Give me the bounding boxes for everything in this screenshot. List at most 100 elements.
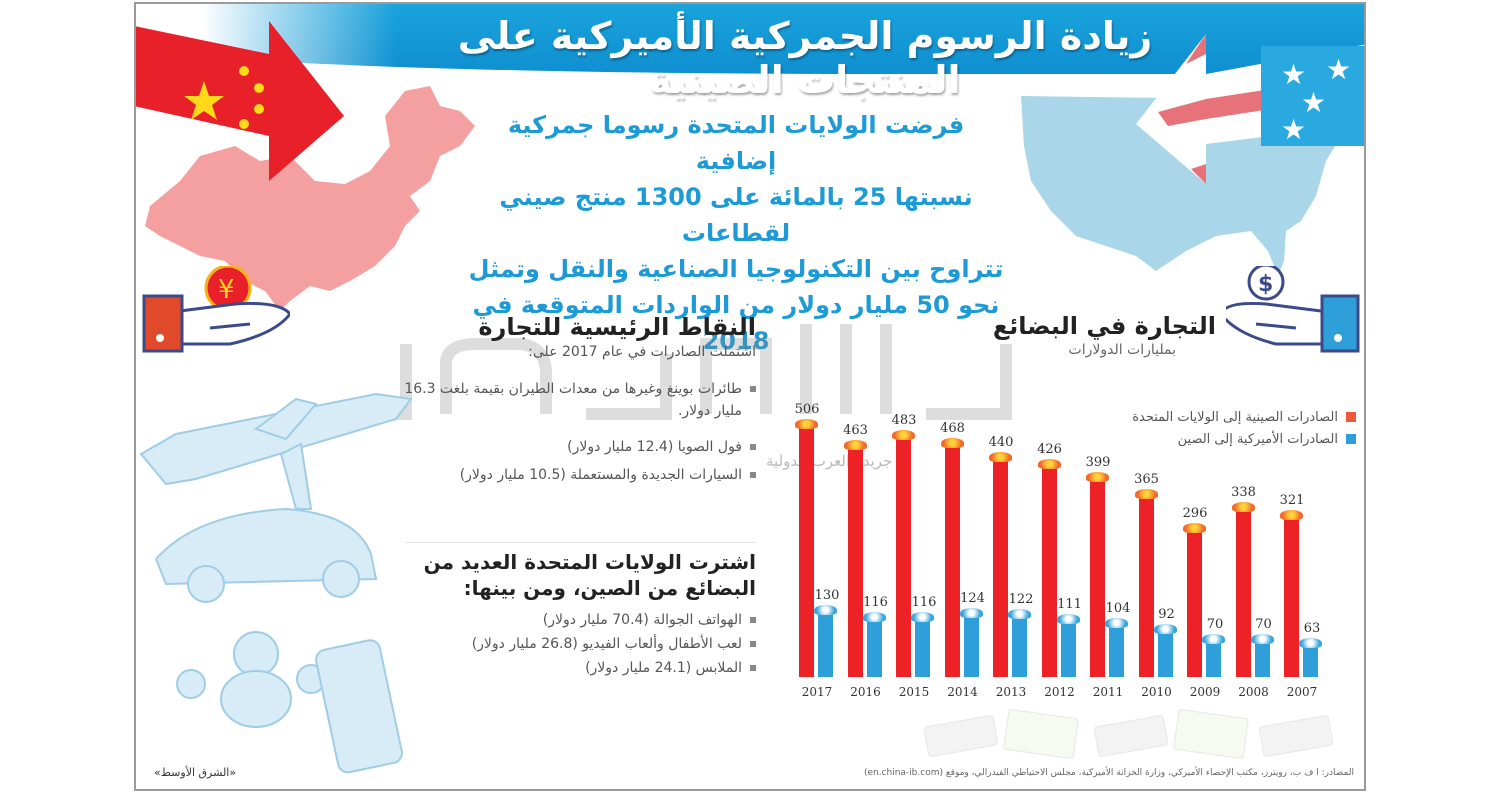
bar-cap-icon [1153,623,1177,634]
x-axis-label: 2014 [947,685,978,699]
data-label-us: 70 [1255,617,1272,633]
bar-cap-icon [1086,471,1109,482]
us-flag-arrow-icon: ★ ★ ★ ★ [1136,34,1364,184]
x-axis-label: 2010 [1141,685,1172,699]
bar-us-exports [1056,614,1080,677]
page-title: زيادة الرسوم الجمركية الأميركية على المن… [457,14,1154,102]
bar-cap-icon [843,440,867,451]
section-divider [406,542,756,543]
x-axis-label: 2012 [1044,685,1075,699]
data-label-china: 365 [1134,471,1159,487]
phone-icon [315,639,403,774]
bar-us-exports [911,611,934,677]
bar-group-2017: 506 130 [795,402,839,677]
x-axis-label: 2015 [898,685,930,699]
bar-group-2011: 399 104 [1086,407,1130,677]
imports-title: اشترت الولايات المتحدة العديد من البضائع… [423,550,756,600]
x-axis-label: 2013 [995,685,1027,699]
svg-text:★: ★ [1326,53,1351,86]
legend-item-us: الصادرات الأميركية إلى الصين [1036,428,1356,450]
exports-list: طائرات بوينغ وغيرها من معدات الطيران بقي… [386,378,756,486]
bar-cap-icon [1280,510,1303,521]
legend-swatch-red [1346,412,1356,422]
svg-text:¥: ¥ [218,275,235,305]
list-item: فول الصويا (12.4 مليار دولار) [386,436,756,458]
data-label-china: 483 [891,413,917,429]
svg-text:★: ★ [1281,113,1306,146]
intro-line: فرضت الولايات المتحدة رسوما جمركية إضافي… [507,111,965,175]
bar-cap-icon [1037,458,1061,469]
bar-china-exports [1280,510,1303,677]
list-item: الهواتف الجوالة (70.4 مليار دولار) [386,609,756,631]
data-label-us: 70 [1206,617,1224,633]
bar-china-exports [892,430,915,677]
bar-china-exports [1037,458,1061,677]
bar-us-exports [814,604,837,677]
bar-group-2015: 483 116 [892,407,936,677]
bar-cap-icon [1250,634,1274,645]
hand-yuan-coin-icon: ¥ [142,266,290,353]
hand-dollar-coin-icon: $ [1226,266,1360,353]
list-item: الملابس (24.1 مليار دولار) [386,657,756,679]
chart-header: التجارة في البضائع بمليارات الدولارات [956,312,1216,358]
bar-chart: 506 130 2017 463 116 2016 483 116 2015 468 124 2014… [791,399,1322,699]
data-label-us: 104 [1105,600,1131,616]
legend-item-china: الصادرات الصينية إلى الولايات المتحدة [1036,406,1356,428]
bar-group-2012: 426 111 [1037,407,1082,677]
chart-title: التجارة في البضائع [992,312,1216,340]
money-stack-icon [923,709,1334,759]
bar-cap-icon [1183,522,1206,533]
x-axis-label: 2017 [801,685,833,699]
legend-swatch-blue [1346,434,1356,444]
bar-group-2008: 338 70 [1231,407,1276,677]
toy-monkey-icon [233,631,279,677]
data-label-china: 463 [843,423,868,439]
bar-group-2016: 463 116 [843,407,888,677]
bar-us-exports [1153,623,1177,677]
data-label-us: 116 [863,594,888,610]
bar-cap-icon [862,611,886,622]
imports-section: اشترت الولايات المتحدة العديد من البضائع… [386,549,756,681]
key-points-subtitle: اشتملت الصادرات في عام 2017 على: [528,344,756,360]
credit: «الشرق الأوسط» [154,766,237,779]
bar-us-exports [1250,634,1274,677]
data-label-us: 116 [911,594,937,610]
x-axis-label: 2009 [1189,685,1221,699]
bar-cap-icon [892,430,915,441]
x-axis-label: 2016 [850,685,881,699]
china-map-icon [145,86,475,311]
data-label-us: 124 [960,590,985,606]
data-label-china: 338 [1231,485,1256,501]
x-axis-label: 2007 [1286,685,1318,699]
key-points-title: النقاط الرئيسية للتجارة [478,313,756,341]
intro-line: نسبتها 25 بالمائة على 1300 منتج صيني لقط… [499,183,973,247]
svg-text:★: ★ [1281,58,1306,91]
data-label-us: 92 [1158,606,1175,622]
intro-paragraph: فرضت الولايات المتحدة رسوما جمركية إضافي… [466,107,1006,359]
car-icon [154,507,378,586]
bar-group-2010: 365 92 [1134,407,1179,677]
data-label-us: 130 [814,587,840,603]
bar-china-exports [843,440,867,677]
bar-china-exports [795,419,818,677]
bar-china-exports [940,437,964,677]
infographic-frame: ★ ★ ★ ★ زيادة الرسوم الجمركية الأميركية … [134,2,1366,791]
airplane-icon [139,392,413,486]
legend-label: الصادرات الأميركية إلى الصين [1177,431,1338,447]
bar-cap-icon [911,611,934,622]
svg-text:$: $ [1258,272,1273,297]
x-axis-label: 2008 [1238,685,1269,699]
bar-china-exports [1183,522,1206,677]
bar-cap-icon [959,607,983,618]
goods-icons [139,392,413,774]
intro-line: نحو 50 مليار دولار من الواردات المتوقعة … [472,291,1000,355]
bar-us-exports [1105,617,1128,677]
bar-us-exports [1008,608,1031,677]
data-label-china: 296 [1182,505,1208,521]
bar-cap-icon [1134,488,1158,499]
bar-us-exports [1299,637,1322,677]
bar-group-2014: 468 124 [940,407,985,677]
key-points-section: النقاط الرئيسية للتجارة اشتملت الصادرات … [386,312,756,492]
bar-cap-icon [989,451,1012,462]
data-label-us: 111 [1057,597,1082,613]
